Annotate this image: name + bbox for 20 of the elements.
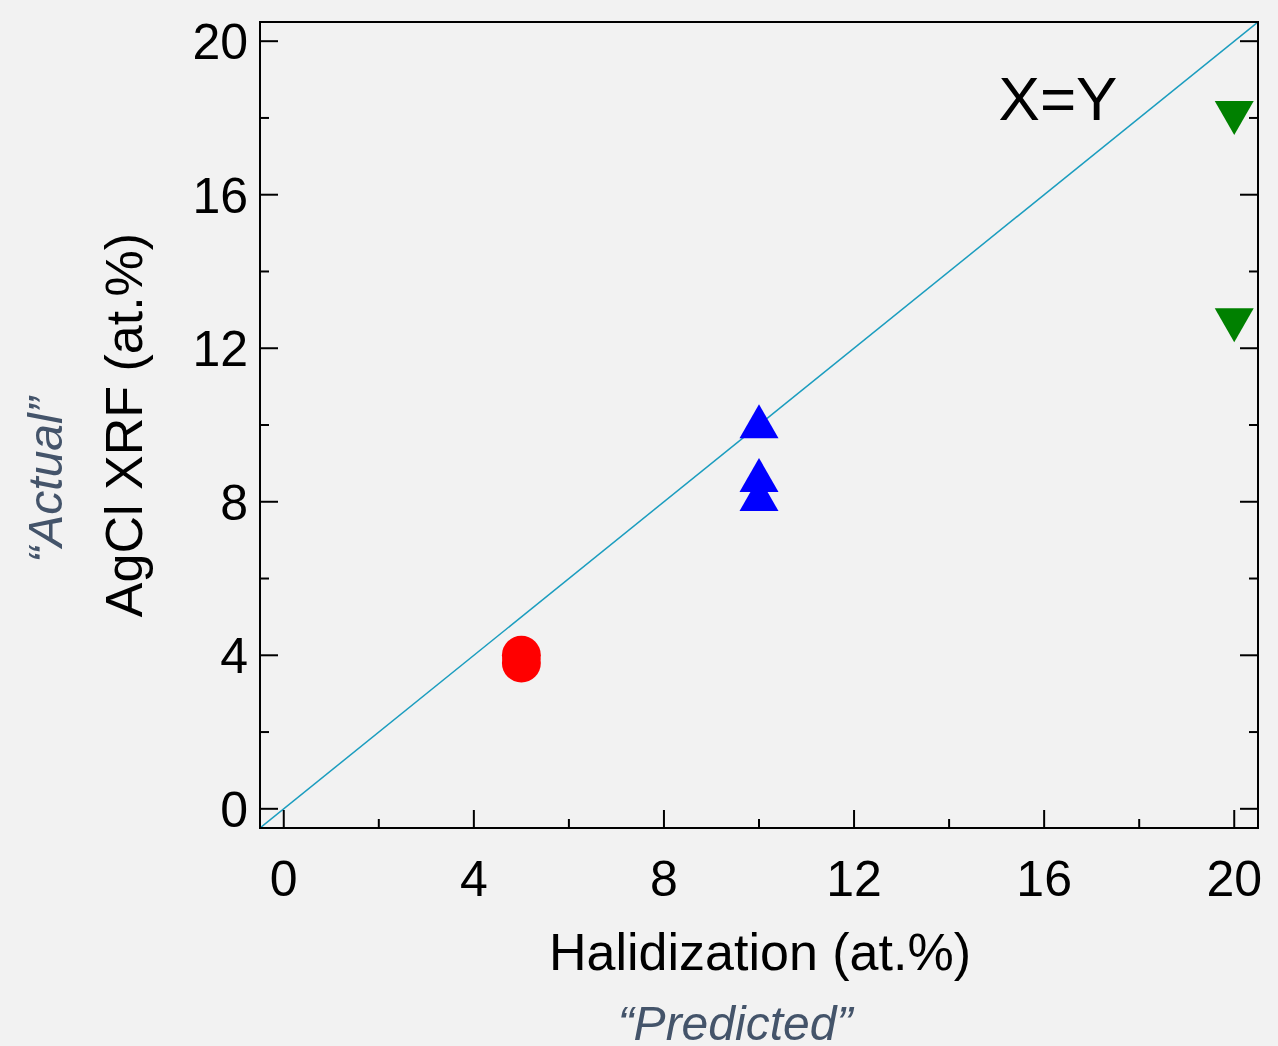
x-tick-label: 8 (650, 851, 678, 907)
point (1214, 308, 1254, 343)
point (1214, 100, 1254, 135)
x-tick-label: 12 (826, 851, 882, 907)
text: “Actual” (19, 395, 72, 563)
x-tick-label: 20 (1206, 851, 1263, 907)
x-tick-label: 16 (1016, 851, 1072, 907)
y-tick-label: 16 (192, 167, 248, 224)
annotation: X=Y (998, 64, 1118, 133)
y-tick-label: 20 (192, 14, 248, 71)
y-axis-title: AgCl XRF (at.%) (95, 232, 153, 618)
x-axis-title: Halidization (at.%) (549, 923, 971, 981)
y-tick-label: 4 (220, 628, 248, 685)
y-tick-label: 12 (192, 321, 248, 378)
y-tick-label: 8 (220, 474, 248, 531)
x-tick-label: 0 (269, 851, 298, 907)
text: “Predicted” (617, 997, 855, 1046)
point (739, 404, 779, 439)
x-tick-label: 4 (459, 851, 488, 907)
y-tick-label: 0 (220, 781, 248, 838)
